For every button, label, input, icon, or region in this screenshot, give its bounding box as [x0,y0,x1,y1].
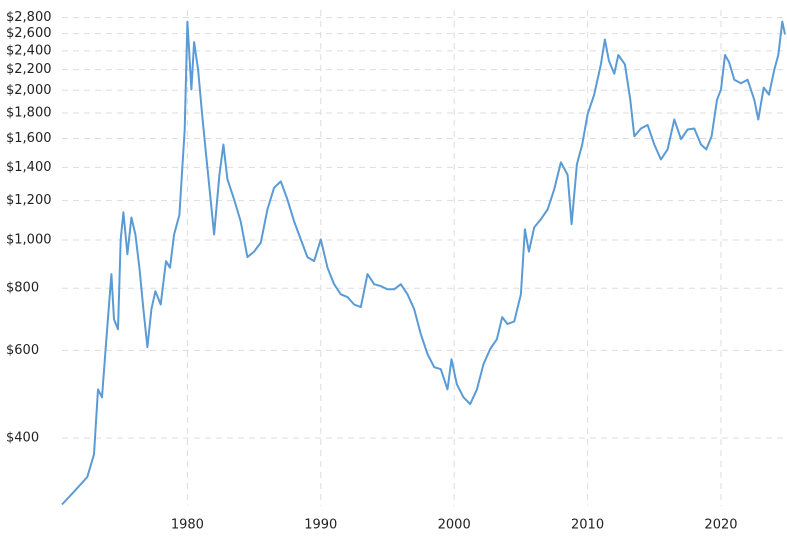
x-tick-label: 1980 [171,518,204,533]
y-tick-label: $800 [6,281,39,296]
y-tick-label: $2,400 [6,43,52,58]
x-tick-label: 1990 [304,518,337,533]
x-tick-label: 2000 [438,518,471,533]
y-tick-label: $1,400 [6,160,52,175]
x-tick-label: 2010 [571,518,604,533]
y-tick-label: $1,200 [6,193,52,208]
x-tick-label: 2020 [704,518,737,533]
y-tick-label: $1,000 [6,233,52,248]
y-tick-label: $2,200 [6,62,52,77]
y-tick-label: $400 [6,431,39,446]
price-line [61,20,786,506]
y-tick-label: $2,600 [6,26,52,41]
y-tick-label: $2,000 [6,83,52,98]
y-tick-label: $1,800 [6,106,52,121]
y-tick-label: $1,600 [6,131,52,146]
y-tick-label: $600 [6,343,39,358]
y-tick-label: $2,800 [6,10,52,25]
